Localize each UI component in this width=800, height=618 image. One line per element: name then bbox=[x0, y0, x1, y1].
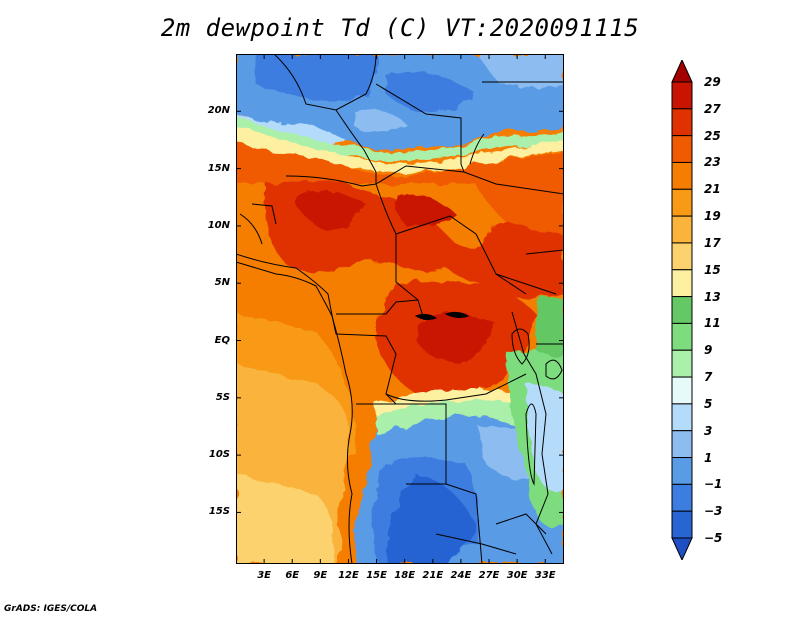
colorbar-segment bbox=[671, 349, 693, 378]
lon-label: 24E bbox=[450, 570, 472, 581]
lon-label: 33E bbox=[534, 570, 556, 581]
colorbar-label: 9 bbox=[704, 343, 713, 358]
coastline bbox=[236, 261, 353, 564]
colorbar-label: 19 bbox=[704, 209, 721, 224]
colorbar-label: 5 bbox=[704, 396, 713, 411]
colorbar-segment bbox=[671, 430, 693, 459]
lon-label: 12E bbox=[338, 570, 359, 581]
map-frame bbox=[236, 54, 564, 564]
colorbar-label: 29 bbox=[704, 75, 721, 89]
lat-label: 10S bbox=[208, 449, 230, 461]
colorbar-label: −3 bbox=[704, 504, 723, 519]
dewpoint-map bbox=[236, 54, 564, 564]
lon-label: 6E bbox=[285, 570, 300, 581]
colorbar-segment bbox=[671, 215, 693, 244]
colorbar-segment bbox=[671, 296, 693, 324]
colorbar-label: 13 bbox=[704, 289, 721, 304]
colorbar-segment bbox=[671, 537, 693, 560]
lon-label: 3E bbox=[257, 570, 271, 581]
colorbar-label: 3 bbox=[704, 423, 713, 438]
colorbar-segment bbox=[671, 322, 693, 351]
colorbar-label: −5 bbox=[704, 531, 723, 545]
colorbar-segment bbox=[671, 60, 693, 83]
colorbar-segment bbox=[671, 108, 693, 137]
country-borders bbox=[236, 54, 564, 564]
colorbar-segment bbox=[671, 483, 693, 512]
lon-label: 9E bbox=[313, 570, 328, 581]
colorbar-label: 21 bbox=[704, 182, 721, 197]
lon-label: 30E bbox=[506, 570, 528, 581]
lon-label: 15E bbox=[366, 570, 387, 581]
colorbar-segment bbox=[671, 81, 693, 110]
lon-label: 18E bbox=[394, 570, 416, 581]
colorbar-segment bbox=[671, 403, 693, 432]
colorbar-segment bbox=[671, 161, 693, 190]
lat-label: 10N bbox=[207, 219, 230, 231]
lat-label: 5S bbox=[215, 391, 230, 403]
lakes bbox=[414, 311, 563, 486]
colorbar-label: 25 bbox=[704, 128, 721, 143]
colorbar-segment bbox=[671, 510, 693, 539]
colorbar-label: 15 bbox=[704, 262, 721, 277]
colorbar-label: 7 bbox=[704, 370, 713, 385]
grads-credit: GrADS: IGES/COLA bbox=[4, 604, 98, 614]
lat-label: 5N bbox=[214, 277, 230, 289]
colorbar bbox=[671, 60, 693, 560]
colorbar-label: 23 bbox=[704, 155, 721, 170]
colorbar-label: 1 bbox=[704, 450, 713, 465]
map-title: 2m dewpoint Td (C) VT:2020091115 bbox=[160, 14, 640, 42]
lon-label: 21E bbox=[422, 570, 444, 581]
colorbar-segment bbox=[671, 242, 693, 271]
lat-label: 15N bbox=[207, 162, 230, 174]
lat-label: EQ bbox=[214, 334, 230, 346]
lon-label: 27E bbox=[478, 570, 500, 581]
colorbar-label: 27 bbox=[704, 101, 721, 116]
colorbar-segment bbox=[671, 135, 693, 163]
colorbar-label: 11 bbox=[704, 316, 721, 331]
colorbar-segment bbox=[671, 457, 693, 485]
lat-label: 15S bbox=[208, 506, 230, 518]
colorbar-segment bbox=[671, 269, 693, 298]
lat-label: 20N bbox=[207, 105, 230, 117]
colorbar-segment bbox=[671, 376, 693, 405]
colorbar-segment bbox=[671, 188, 693, 217]
colorbar-label: 17 bbox=[704, 235, 721, 250]
colorbar-label: −1 bbox=[704, 477, 723, 492]
